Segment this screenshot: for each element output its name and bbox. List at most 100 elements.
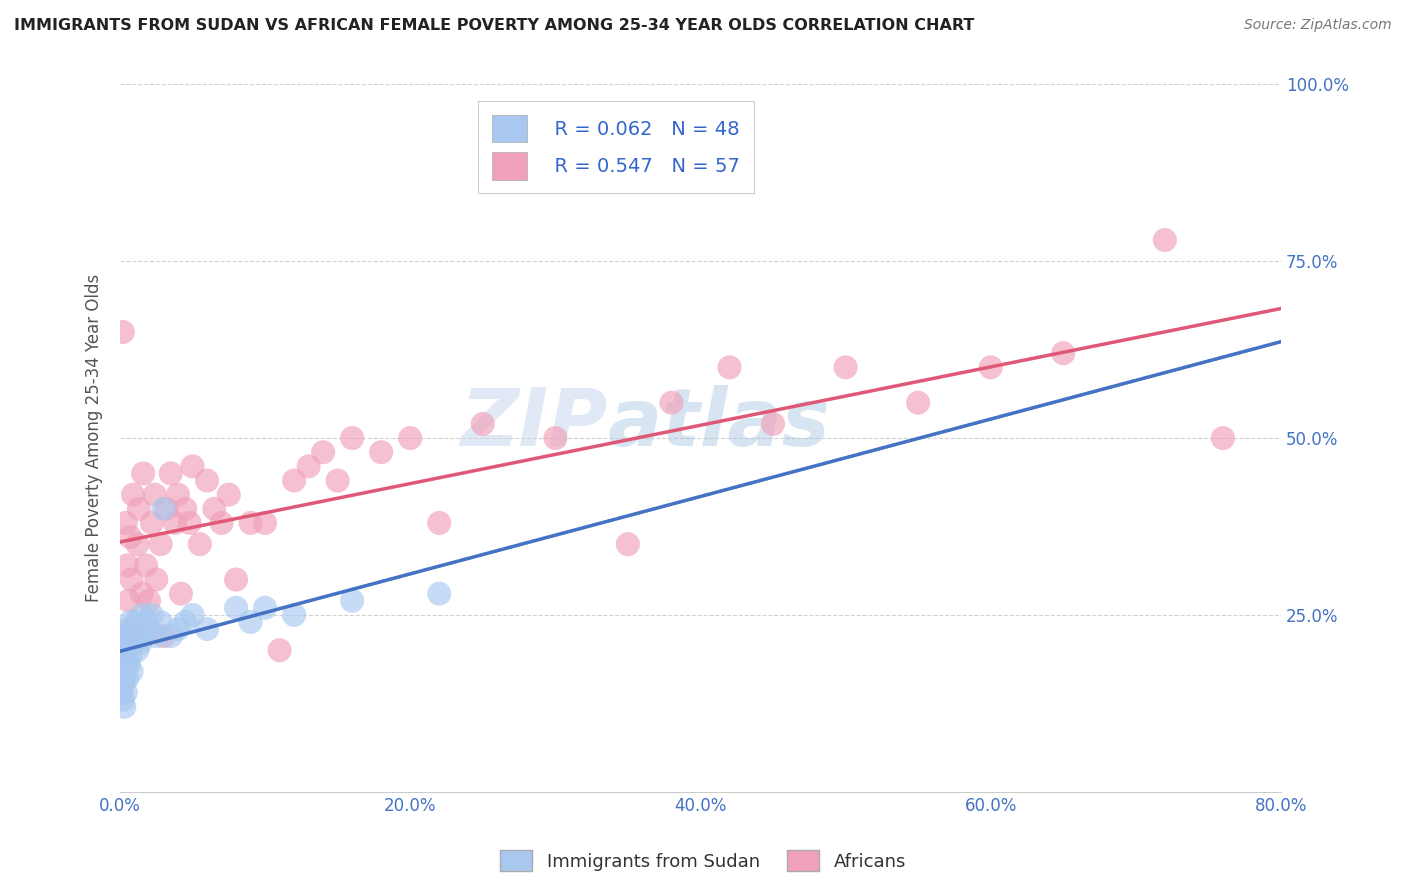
- Point: [112, 672, 135, 686]
- Point: [125, 615, 148, 629]
- Text: IMMIGRANTS FROM SUDAN VS AFRICAN FEMALE POVERTY AMONG 25-34 YEAR OLDS CORRELATIO: IMMIGRANTS FROM SUDAN VS AFRICAN FEMALE …: [14, 18, 974, 33]
- Point: [124, 629, 146, 643]
- Point: [195, 474, 218, 488]
- Point: [155, 501, 177, 516]
- Point: [118, 629, 141, 643]
- Point: [152, 629, 174, 643]
- Point: [225, 600, 247, 615]
- Point: [239, 615, 262, 629]
- Point: [427, 516, 450, 530]
- Point: [195, 622, 218, 636]
- Point: [1212, 431, 1234, 445]
- Point: [370, 445, 392, 459]
- Point: [131, 587, 153, 601]
- Point: [149, 537, 172, 551]
- Point: [110, 657, 132, 672]
- Point: [427, 587, 450, 601]
- Point: [115, 558, 138, 573]
- Point: [114, 686, 136, 700]
- Point: [145, 629, 167, 643]
- Point: [907, 395, 929, 409]
- Point: [122, 636, 145, 650]
- Point: [181, 459, 204, 474]
- Point: [135, 558, 157, 573]
- Point: [131, 607, 153, 622]
- Point: [145, 573, 167, 587]
- Point: [112, 699, 135, 714]
- Y-axis label: Female Poverty Among 25-34 Year Olds: Female Poverty Among 25-34 Year Olds: [86, 274, 103, 602]
- Point: [283, 607, 305, 622]
- Point: [135, 615, 157, 629]
- Point: [128, 501, 150, 516]
- Point: [114, 516, 136, 530]
- Point: [980, 360, 1002, 375]
- Point: [312, 445, 335, 459]
- Point: [202, 501, 225, 516]
- Point: [149, 615, 172, 629]
- Point: [617, 537, 640, 551]
- Point: [138, 593, 160, 607]
- Point: [120, 615, 142, 629]
- Point: [121, 573, 143, 587]
- Point: [834, 360, 856, 375]
- Legend: Immigrants from Sudan, Africans: Immigrants from Sudan, Africans: [492, 843, 914, 879]
- Point: [122, 488, 145, 502]
- Point: [141, 516, 163, 530]
- Point: [111, 665, 134, 679]
- Point: [127, 643, 149, 657]
- Point: [121, 622, 143, 636]
- Point: [115, 643, 138, 657]
- Point: [179, 516, 201, 530]
- Point: [114, 636, 136, 650]
- Point: [174, 501, 197, 516]
- Point: [115, 622, 138, 636]
- Point: [120, 530, 142, 544]
- Point: [218, 488, 240, 502]
- Point: [112, 650, 135, 665]
- Text: ZIP: ZIP: [460, 385, 607, 463]
- Point: [165, 516, 187, 530]
- Point: [269, 643, 291, 657]
- Text: atlas: atlas: [607, 385, 831, 463]
- Point: [118, 657, 141, 672]
- Point: [298, 459, 321, 474]
- Point: [167, 622, 190, 636]
- Point: [188, 537, 211, 551]
- Point: [254, 600, 277, 615]
- Point: [1153, 233, 1175, 247]
- Point: [132, 629, 155, 643]
- Point: [340, 431, 363, 445]
- Point: [110, 686, 132, 700]
- Point: [110, 672, 132, 686]
- Point: [211, 516, 233, 530]
- Point: [174, 615, 197, 629]
- Point: [225, 573, 247, 587]
- Point: [471, 417, 494, 431]
- Point: [111, 692, 134, 706]
- Point: [181, 607, 204, 622]
- Point: [167, 488, 190, 502]
- Point: [138, 622, 160, 636]
- Point: [1052, 346, 1074, 360]
- Point: [159, 629, 181, 643]
- Point: [118, 593, 141, 607]
- Point: [111, 643, 134, 657]
- Point: [115, 672, 138, 686]
- Point: [120, 650, 142, 665]
- Point: [121, 665, 143, 679]
- Point: [124, 629, 146, 643]
- Point: [128, 622, 150, 636]
- Point: [111, 325, 134, 339]
- Legend:   R = 0.062   N = 48,   R = 0.547   N = 57: R = 0.062 N = 48, R = 0.547 N = 57: [478, 101, 754, 194]
- Point: [114, 657, 136, 672]
- Point: [239, 516, 262, 530]
- Point: [111, 679, 134, 693]
- Point: [112, 629, 135, 643]
- Point: [340, 593, 363, 607]
- Point: [129, 636, 152, 650]
- Point: [132, 467, 155, 481]
- Point: [159, 467, 181, 481]
- Point: [170, 587, 193, 601]
- Point: [112, 643, 135, 657]
- Point: [661, 395, 683, 409]
